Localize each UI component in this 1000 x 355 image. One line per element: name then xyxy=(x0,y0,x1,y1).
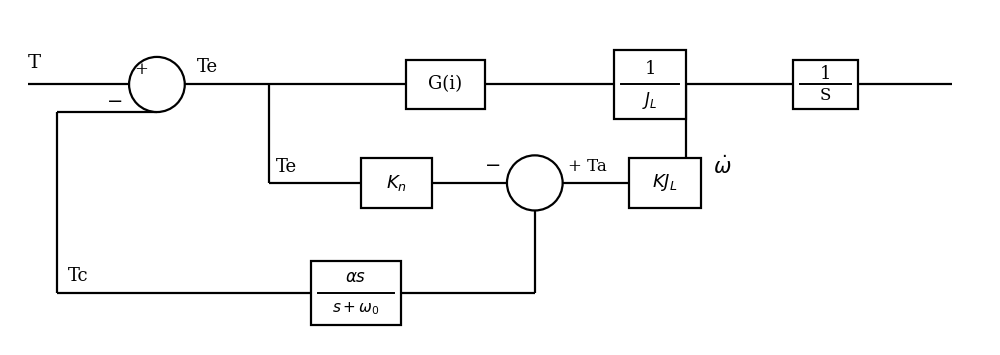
Text: +: + xyxy=(134,61,148,78)
Text: S: S xyxy=(820,87,831,104)
Text: $s + \omega_0$: $s + \omega_0$ xyxy=(332,301,380,317)
Text: G(i): G(i) xyxy=(428,76,462,93)
Text: Te: Te xyxy=(276,158,297,176)
Text: −: − xyxy=(107,93,123,111)
Bar xyxy=(311,261,401,325)
Text: $KJ_L$: $KJ_L$ xyxy=(652,173,678,193)
Text: 1: 1 xyxy=(820,65,831,83)
Text: Tc: Tc xyxy=(67,267,88,285)
Bar xyxy=(361,158,432,208)
Circle shape xyxy=(507,155,563,211)
Text: + Ta: + Ta xyxy=(568,158,606,175)
Circle shape xyxy=(129,57,185,112)
Text: $\dot{\omega}$: $\dot{\omega}$ xyxy=(713,155,731,178)
Bar xyxy=(406,60,485,109)
Text: $J_L$: $J_L$ xyxy=(642,90,658,111)
Text: −: − xyxy=(485,157,501,175)
Text: T: T xyxy=(28,54,41,72)
Bar xyxy=(629,158,701,208)
Text: $K_n$: $K_n$ xyxy=(386,173,407,193)
Text: 1: 1 xyxy=(644,60,656,78)
Text: $\alpha s$: $\alpha s$ xyxy=(345,269,366,286)
Bar xyxy=(614,50,686,119)
Text: Te: Te xyxy=(197,58,218,76)
Bar xyxy=(793,60,858,109)
